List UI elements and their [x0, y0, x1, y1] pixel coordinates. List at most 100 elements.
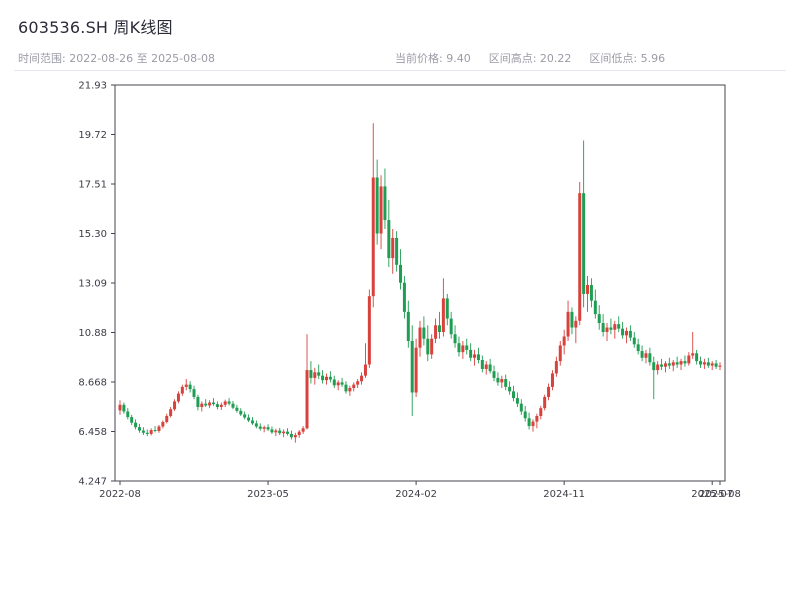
candle — [137, 423, 141, 433]
candle — [523, 405, 527, 422]
candle — [262, 425, 266, 433]
candle — [535, 413, 539, 429]
candle — [317, 364, 321, 380]
candle — [554, 356, 558, 377]
candle — [449, 311, 453, 339]
y-tick-label: 15.30 — [78, 229, 107, 240]
y-tick-label: 4.247 — [78, 477, 107, 488]
candle — [547, 383, 551, 401]
y-tick-label: 6.458 — [78, 427, 107, 438]
candle — [617, 316, 621, 333]
x-tick-label: 2025-07 — [691, 489, 733, 500]
candle — [570, 307, 574, 335]
candle — [465, 338, 469, 355]
candle — [652, 356, 656, 400]
candle — [644, 349, 648, 364]
candle — [289, 430, 293, 440]
candle — [648, 347, 652, 366]
candle — [473, 349, 477, 366]
candle — [469, 343, 473, 362]
candle — [718, 362, 722, 371]
candle — [679, 358, 683, 371]
candle — [484, 361, 488, 375]
candle — [613, 320, 617, 339]
y-tick-label: 13.09 — [78, 279, 107, 290]
candle — [208, 400, 212, 409]
candle — [184, 379, 188, 391]
candle — [691, 332, 695, 359]
candle — [480, 355, 484, 373]
candle — [628, 325, 632, 341]
candle — [356, 379, 360, 388]
candle — [352, 382, 356, 392]
candle — [550, 370, 554, 391]
candle — [391, 228, 395, 274]
candle — [527, 412, 531, 430]
candle — [247, 414, 251, 423]
candle — [227, 398, 231, 406]
candle — [243, 411, 247, 420]
x-tick-label: 2025-08 — [699, 489, 741, 500]
candle — [204, 399, 208, 408]
candle — [297, 430, 301, 438]
candle — [512, 385, 516, 402]
candle — [176, 391, 180, 404]
candle — [453, 325, 457, 348]
candle — [714, 360, 718, 369]
x-tick-label: 2024-11 — [543, 489, 585, 500]
y-tick-label: 8.668 — [78, 378, 107, 389]
candle — [161, 420, 165, 429]
candle — [336, 380, 340, 391]
candle — [457, 336, 461, 357]
candle — [492, 365, 496, 382]
range-high-stat: 区间高点: 20.22 — [488, 52, 572, 65]
candle — [402, 276, 406, 319]
candle — [122, 402, 126, 414]
candle — [543, 394, 547, 411]
candle — [169, 407, 173, 418]
candle — [671, 360, 675, 372]
candle — [200, 401, 204, 412]
header-divider — [14, 70, 786, 71]
candle — [157, 424, 161, 433]
candle — [636, 338, 640, 355]
candle — [192, 385, 196, 400]
candle — [434, 318, 438, 344]
candle — [562, 329, 566, 355]
candle — [699, 356, 703, 368]
candle — [430, 334, 434, 359]
candle — [219, 402, 223, 410]
x-tick-label: 2022-08 — [99, 489, 141, 500]
candle — [313, 367, 317, 385]
candle — [582, 140, 586, 308]
candle — [371, 123, 375, 308]
candle — [683, 355, 687, 367]
candle — [165, 413, 169, 424]
candle — [656, 361, 660, 375]
candle — [660, 358, 664, 371]
candle — [235, 404, 239, 413]
candle — [258, 423, 262, 431]
candle — [196, 394, 200, 411]
candle — [254, 420, 258, 429]
candle — [500, 375, 504, 388]
candle — [180, 384, 184, 396]
candle — [130, 414, 134, 425]
candle — [321, 370, 325, 384]
candle — [387, 199, 391, 268]
candle — [332, 375, 336, 388]
candle — [558, 340, 562, 366]
candle — [126, 408, 130, 420]
y-tick-label: 21.93 — [78, 81, 107, 92]
candle — [231, 400, 235, 410]
candle — [702, 358, 706, 369]
candle — [418, 320, 422, 357]
candle — [488, 358, 492, 374]
candle — [476, 347, 480, 364]
candle — [531, 419, 535, 432]
candle — [395, 231, 399, 272]
candle — [621, 321, 625, 339]
candle — [504, 374, 508, 391]
candle — [609, 318, 613, 335]
